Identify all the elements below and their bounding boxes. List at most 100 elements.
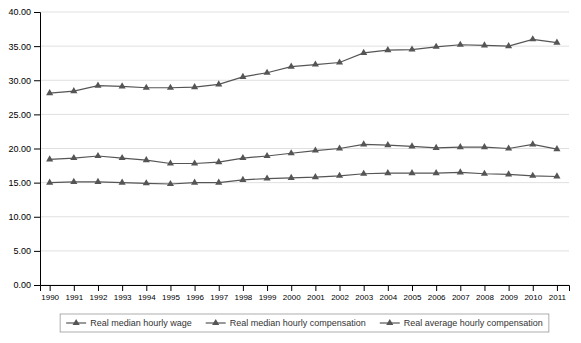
y-tick-label: 25.00 [8, 110, 31, 120]
series-marker [191, 179, 198, 185]
y-tick-mark [34, 149, 40, 150]
x-tick-mark [436, 285, 437, 291]
legend-item: Real average hourly compensation [380, 318, 543, 328]
x-tick-mark [243, 285, 244, 291]
x-tick-label: 2001 [307, 293, 325, 302]
x-tick-label: 1995 [162, 293, 180, 302]
y-tick: 35.00 [8, 42, 40, 52]
x-tick-mark [98, 285, 99, 291]
series-marker [312, 146, 319, 152]
y-tick-mark [34, 183, 40, 184]
series-marker [94, 82, 101, 88]
legend-marker [212, 319, 219, 325]
x-tick: 1999 [259, 285, 277, 302]
x-tick-mark [340, 285, 341, 291]
x-axis-line [41, 286, 570, 292]
x-tick-mark [315, 285, 316, 291]
y-tick-mark [34, 12, 40, 13]
series-marker [360, 140, 367, 146]
x-tick-mark [388, 285, 389, 291]
x-tick: 1996 [186, 285, 204, 302]
series-marker [336, 144, 343, 150]
plot: 0.005.0010.0015.0020.0025.0030.0035.0040… [8, 7, 569, 301]
y-tick: 25.00 [8, 110, 40, 120]
y-tick: 5.00 [13, 246, 40, 256]
x-tick-mark [50, 285, 51, 291]
y-tick-label: 15.00 [8, 178, 31, 188]
series-marker [481, 143, 488, 149]
series-line [50, 172, 557, 184]
x-tick: 2010 [524, 285, 542, 302]
series-line [50, 39, 557, 93]
series-line [50, 144, 557, 163]
series-marker [94, 178, 101, 184]
series-marker [167, 84, 174, 90]
legend-frame [60, 314, 549, 332]
y-tick-mark [34, 217, 40, 218]
series-marker [119, 179, 126, 185]
legend-label: Real median hourly wage [90, 318, 192, 328]
y-tick-label: 0.00 [13, 280, 31, 290]
series-marker [384, 141, 391, 147]
grid-line [40, 216, 569, 217]
series-marker [46, 155, 53, 161]
x-tick-mark [170, 285, 171, 291]
series-marker [215, 80, 222, 86]
series-marker [215, 158, 222, 164]
series-marker [143, 179, 150, 185]
x-tick-mark [122, 285, 123, 291]
series-marker [312, 173, 319, 179]
series-marker [336, 172, 343, 178]
grid-line [40, 12, 569, 13]
x-tick-mark [460, 285, 461, 291]
legend-marker [386, 319, 393, 325]
x-tick-label: 1996 [186, 293, 204, 302]
series-marker [70, 87, 77, 93]
y-tick: 15.00 [8, 178, 40, 188]
x-tick-label: 2000 [283, 293, 301, 302]
grid-line [40, 114, 569, 115]
series-marker [191, 83, 198, 89]
grid-line [40, 148, 569, 149]
x-tick: 2001 [307, 285, 325, 302]
y-tick: 30.00 [8, 76, 40, 86]
x-tick-mark [146, 285, 147, 291]
series-marker [457, 168, 464, 174]
x-tick-label: 2009 [500, 293, 518, 302]
series-marker [215, 179, 222, 185]
series-marker [143, 84, 150, 90]
y-tick-mark [34, 251, 40, 252]
y-tick: 40.00 [8, 7, 40, 17]
x-tick-label: 2010 [524, 293, 542, 302]
series-marker [239, 73, 246, 79]
y-tick: 20.00 [8, 144, 40, 154]
series-marker [263, 69, 270, 75]
series-marker [553, 145, 560, 151]
x-tick: 1991 [65, 285, 83, 302]
series-marker [529, 172, 536, 178]
x-tick: 1997 [210, 285, 228, 302]
series-marker [553, 172, 560, 178]
series-marker [167, 180, 174, 186]
x-tick-label: 2002 [331, 293, 349, 302]
x-tick: 2007 [452, 285, 470, 302]
x-tick: 2008 [476, 285, 494, 302]
series-marker [481, 170, 488, 176]
series-marker [360, 170, 367, 176]
series-marker [505, 170, 512, 176]
y-axis-line [34, 13, 41, 286]
series-marker [46, 89, 53, 95]
x-axis: 1990199119921993199419951996199719981999… [41, 285, 570, 302]
x-tick: 1995 [162, 285, 180, 302]
series-marker [191, 159, 198, 165]
series-marker [167, 159, 174, 165]
x-tick-mark [533, 285, 534, 291]
y-tick-label: 5.00 [13, 246, 31, 256]
series-marker [481, 41, 488, 47]
x-tick: 2011 [549, 285, 567, 302]
x-tick-label: 2003 [355, 293, 373, 302]
grid-line [40, 80, 569, 81]
x-tick: 1994 [138, 285, 156, 302]
series-marker [408, 142, 415, 148]
chart: 0.005.0010.0015.0020.0025.0030.0035.0040… [0, 0, 581, 343]
